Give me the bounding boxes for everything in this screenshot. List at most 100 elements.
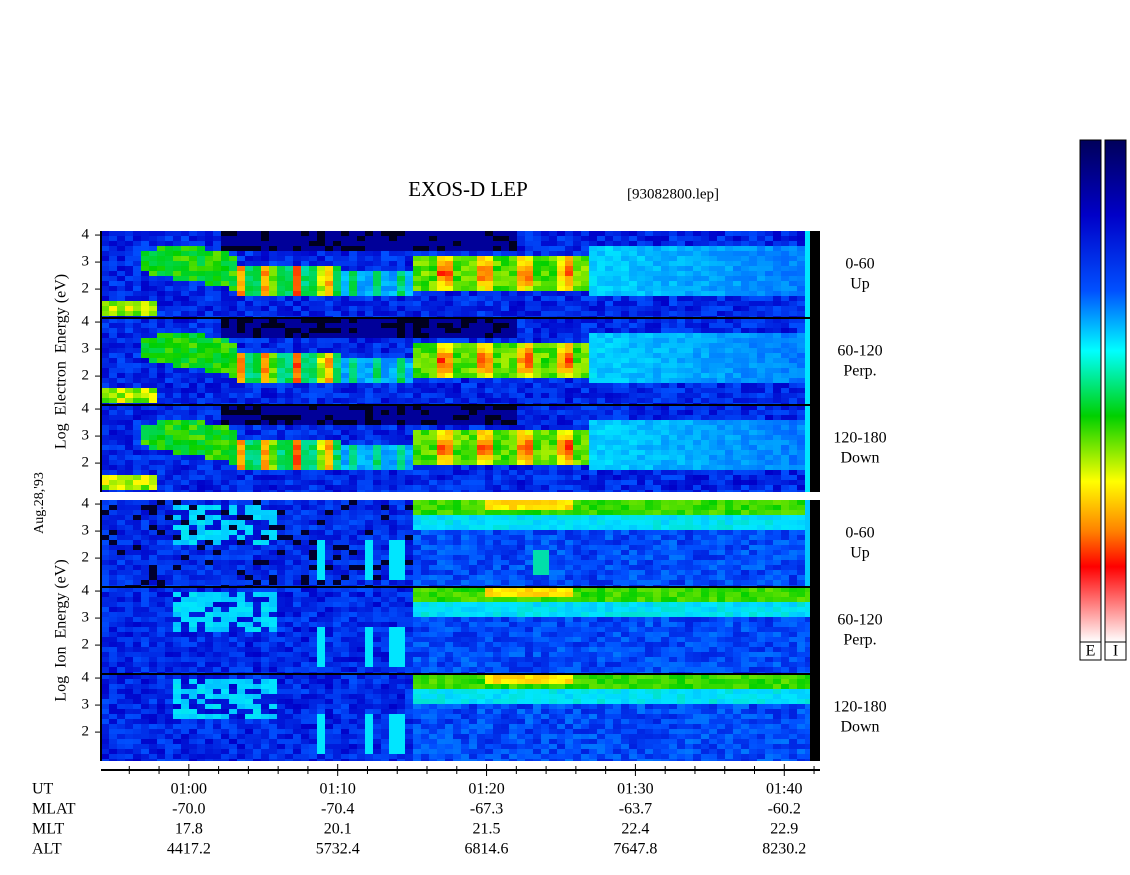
spectrogram-cell — [605, 333, 613, 338]
spectrogram-cell — [109, 291, 117, 296]
spectrogram-cell — [637, 465, 645, 470]
spectrogram-cell — [109, 306, 117, 311]
spectrogram-cell — [645, 470, 653, 475]
spectrogram-cell — [341, 261, 349, 266]
spectrogram-cell — [533, 348, 541, 353]
spectrogram-cell — [101, 291, 109, 296]
spectrogram-cell — [165, 410, 173, 415]
spectrogram-cell — [453, 383, 461, 388]
spectrogram-cell — [749, 430, 757, 435]
spectrogram-cell — [429, 410, 437, 415]
spectrogram-cell — [173, 500, 181, 505]
spectrogram-cell — [341, 358, 349, 363]
spectrogram-cell — [725, 231, 733, 236]
spectrogram-cell — [709, 475, 717, 480]
spectrogram-cell — [549, 328, 557, 333]
spectrogram-cell — [685, 271, 693, 276]
spectrogram-cell — [637, 296, 645, 301]
spectrogram-cell — [757, 425, 765, 430]
spectrogram-cell — [733, 470, 741, 475]
spectrogram-cell — [173, 505, 181, 510]
spectrogram-cell — [261, 261, 269, 266]
spectrogram-cell — [741, 311, 749, 316]
spectrogram-cell — [741, 348, 749, 353]
spectrogram-cell — [309, 398, 317, 403]
spectrogram-cell — [437, 388, 445, 393]
spectrogram-cell — [301, 286, 309, 291]
spectrogram-cell — [357, 251, 365, 256]
spectrogram-cell — [797, 318, 805, 323]
spectrogram-cell — [181, 296, 189, 301]
spectrogram-cell — [485, 271, 493, 276]
spectrogram-cell — [485, 261, 493, 266]
spectrogram-cell — [301, 383, 309, 388]
spectrogram-cell — [389, 241, 397, 246]
spectrogram-cell — [149, 570, 157, 575]
spectrogram-cell — [349, 318, 357, 323]
spectrogram-cell — [301, 353, 309, 358]
spectrogram-cell — [301, 465, 309, 470]
spectrogram-cell — [605, 373, 613, 378]
spectrogram-cell — [469, 328, 477, 333]
spectrogram-cell — [205, 343, 213, 348]
spectrogram-cell — [701, 450, 709, 455]
spectrogram-cell — [333, 256, 341, 261]
spectrogram-cell — [717, 281, 725, 286]
spectrogram-cell — [661, 343, 669, 348]
spectrogram-cell — [445, 241, 453, 246]
spectrogram-cell — [773, 383, 781, 388]
spectrogram-cell — [613, 445, 621, 450]
spectrogram-cell — [117, 378, 125, 383]
spectrogram-cell — [589, 368, 597, 373]
spectrogram-cell — [797, 271, 805, 276]
spectrogram-cell — [405, 440, 413, 445]
spectrogram-cell — [685, 445, 693, 450]
spectrogram-cell — [805, 415, 810, 420]
spectrogram-cell — [541, 348, 549, 353]
spectrogram-cell — [557, 271, 565, 276]
spectrogram-cell — [573, 440, 581, 445]
spectrogram-cell — [109, 525, 117, 530]
spectrogram-cell — [581, 410, 589, 415]
spectrogram-cell — [605, 276, 613, 281]
spectrogram-cell — [269, 485, 277, 490]
spectrogram-cell — [365, 296, 373, 301]
spectrogram-cell — [653, 405, 661, 410]
spectrogram-cell — [269, 348, 277, 353]
spectrogram-cell — [525, 231, 533, 236]
spectrogram-cell — [245, 398, 253, 403]
spectrogram-cell — [101, 530, 109, 535]
spectrogram-cell — [261, 301, 269, 306]
spectrogram-cell — [149, 231, 157, 236]
spectrogram-cell — [125, 565, 133, 570]
spectrogram-cell — [397, 450, 405, 455]
spectrogram-cell — [613, 323, 621, 328]
spectrogram-cell — [197, 460, 205, 465]
spectrogram-cell — [629, 455, 637, 460]
spectrogram-cell — [757, 480, 765, 485]
spectrogram-cell — [677, 291, 685, 296]
spectrogram-cell — [797, 353, 805, 358]
spectrogram-cell — [701, 328, 709, 333]
spectrogram-cell — [365, 450, 373, 455]
spectrogram-cell — [125, 328, 133, 333]
spectrogram-cell — [405, 241, 413, 246]
spectrogram-cell — [309, 236, 317, 241]
spectrogram-cell — [317, 393, 325, 398]
spectrogram-cell — [557, 465, 565, 470]
spectrogram-cell — [205, 291, 213, 296]
spectrogram-cell — [165, 373, 173, 378]
spectrogram-cell — [165, 415, 173, 420]
spectrogram-cell — [773, 296, 781, 301]
spectrogram-cell — [541, 415, 549, 420]
spectrogram-cell — [605, 323, 613, 328]
spectrogram-cell — [789, 271, 797, 276]
spectrogram-cell — [677, 435, 685, 440]
spectrogram-cell — [189, 393, 197, 398]
spectrogram-cell — [189, 333, 197, 338]
spectrogram-cell — [533, 465, 541, 470]
spectrogram-cell — [685, 348, 693, 353]
spectrogram-cell — [453, 450, 461, 455]
spectrogram-cell — [125, 450, 133, 455]
spectrogram-cell — [669, 271, 677, 276]
